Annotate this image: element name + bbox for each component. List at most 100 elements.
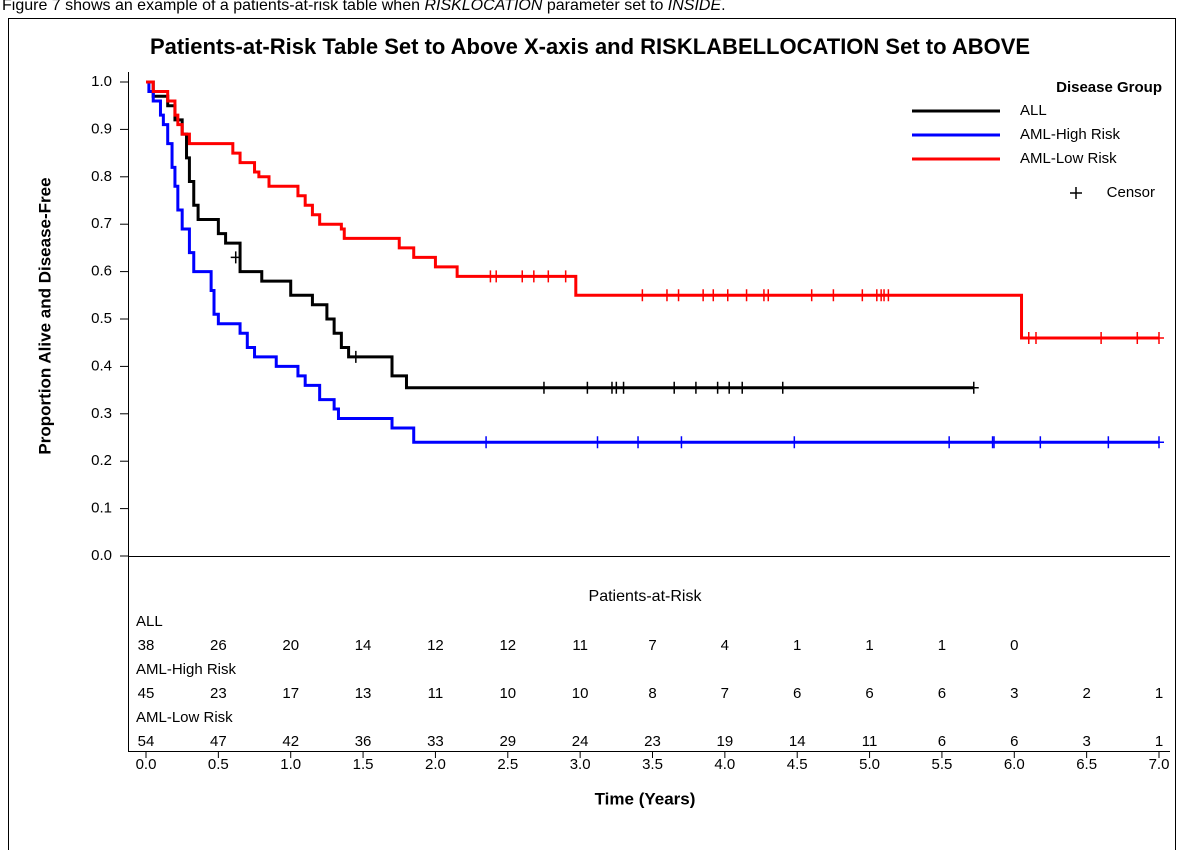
- risk-count: 1: [793, 637, 801, 654]
- x-tick-label: 2.5: [497, 756, 518, 773]
- caption: Figure 7 shows an example of a patients-…: [2, 0, 726, 14]
- x-tick-label: 6.0: [1004, 756, 1025, 773]
- censor-mark: [560, 270, 571, 283]
- censor-mark: [517, 270, 528, 283]
- x-tick-label: 2.0: [425, 756, 446, 773]
- censor-mark: [763, 289, 774, 302]
- risk-count: 10: [499, 685, 516, 702]
- legend-label: AML-Low Risk: [1020, 150, 1117, 167]
- risk-count: 3: [1082, 733, 1090, 750]
- censor-mark: [481, 436, 492, 449]
- legend-censor-symbol: [1070, 187, 1082, 199]
- censor-mark: [724, 381, 735, 394]
- y-tick-label: 0.6: [91, 263, 112, 280]
- censor-mark: [673, 289, 684, 302]
- x-tick-label: 5.5: [931, 756, 952, 773]
- censor-mark: [1154, 331, 1164, 344]
- risk-count: 42: [282, 733, 299, 750]
- y-tick-label: 0.8: [91, 168, 112, 185]
- x-tick-label: 4.5: [787, 756, 808, 773]
- risk-row-label: AML-Low Risk: [136, 709, 233, 726]
- risk-count: 10: [572, 685, 589, 702]
- legend-label: ALL: [1020, 102, 1047, 119]
- y-tick-label: 0.7: [91, 215, 112, 232]
- x-tick-label: 3.5: [642, 756, 663, 773]
- risk-count: 12: [499, 637, 516, 654]
- caption-part: .: [721, 0, 725, 14]
- risk-count: 11: [862, 733, 878, 750]
- y-tick-label: 0.2: [91, 452, 112, 469]
- frame: [8, 18, 1176, 850]
- censor-mark: [712, 381, 723, 394]
- risk-count: 24: [572, 733, 589, 750]
- risk-count: 6: [938, 733, 946, 750]
- risk-count: 13: [355, 685, 372, 702]
- censor-mark: [669, 381, 680, 394]
- risk-count: 1: [938, 637, 946, 654]
- risk-count: 36: [355, 733, 372, 750]
- caption-part: Figure 7 shows an example of a patients-…: [2, 0, 424, 14]
- censor-mark: [1154, 436, 1164, 449]
- risk-count: 20: [282, 637, 299, 654]
- legend-label: AML-High Risk: [1020, 126, 1121, 143]
- censor-mark: [1030, 331, 1041, 344]
- risk-count: 14: [789, 733, 806, 750]
- risk-count: 47: [210, 733, 227, 750]
- y-tick-label: 1.0: [91, 73, 112, 90]
- risk-count: 1: [865, 637, 873, 654]
- caption-part: INSIDE: [668, 0, 722, 14]
- caption-part: RISKLOCATION: [424, 0, 542, 14]
- legend-censor: Censor: [1107, 184, 1155, 201]
- risk-row-label: AML-High Risk: [136, 661, 237, 678]
- risk-count: 6: [938, 685, 946, 702]
- risk-count: 33: [427, 733, 444, 750]
- censor-mark: [637, 289, 648, 302]
- censor-mark: [989, 436, 1000, 449]
- y-tick-label: 0.4: [91, 357, 112, 374]
- y-tick-label: 0.5: [91, 310, 112, 327]
- censor-mark: [350, 350, 361, 363]
- caption-part: parameter set to: [542, 0, 667, 14]
- risk-count: 0: [1010, 637, 1018, 654]
- legend-title: Disease Group: [1056, 79, 1162, 96]
- risk-count: 29: [499, 733, 516, 750]
- censor-mark: [1035, 436, 1046, 449]
- risk-count: 1: [1155, 685, 1163, 702]
- y-tick-label: 0.1: [91, 500, 112, 517]
- risk-count: 54: [138, 733, 155, 750]
- x-tick-label: 5.0: [859, 756, 880, 773]
- survival-curve: [146, 80, 1159, 444]
- risk-count: 7: [648, 637, 656, 654]
- risk-count: 23: [210, 685, 227, 702]
- censor-mark: [230, 251, 241, 264]
- censor-mark: [708, 289, 719, 302]
- risk-count: 38: [138, 637, 155, 654]
- censor-mark: [722, 289, 733, 302]
- risk-count: 45: [138, 685, 155, 702]
- x-tick-label: 0.0: [136, 756, 157, 773]
- censor-mark: [968, 381, 979, 394]
- censor-mark: [528, 270, 539, 283]
- risk-count: 12: [427, 637, 444, 654]
- censor-mark: [543, 270, 554, 283]
- censor-mark: [676, 436, 687, 449]
- risk-count: 1: [1155, 733, 1163, 750]
- risk-count: 6: [865, 685, 873, 702]
- censor-mark: [538, 381, 549, 394]
- risk-count: 7: [721, 685, 729, 702]
- chart-title: Patients-at-Risk Table Set to Above X-ax…: [150, 34, 1030, 59]
- censor-mark: [1132, 331, 1143, 344]
- risk-count: 8: [648, 685, 656, 702]
- survival-curve: [146, 80, 1159, 340]
- x-tick-label: 3.0: [570, 756, 591, 773]
- censor-mark: [857, 289, 868, 302]
- censor-mark: [789, 436, 800, 449]
- risk-title: Patients-at-Risk: [589, 588, 703, 605]
- y-tick-label: 0.0: [91, 547, 112, 564]
- censor-mark: [777, 381, 788, 394]
- censor-mark: [592, 436, 603, 449]
- risk-row-label: ALL: [136, 613, 163, 630]
- risk-count: 3: [1010, 685, 1018, 702]
- risk-count: 6: [793, 685, 801, 702]
